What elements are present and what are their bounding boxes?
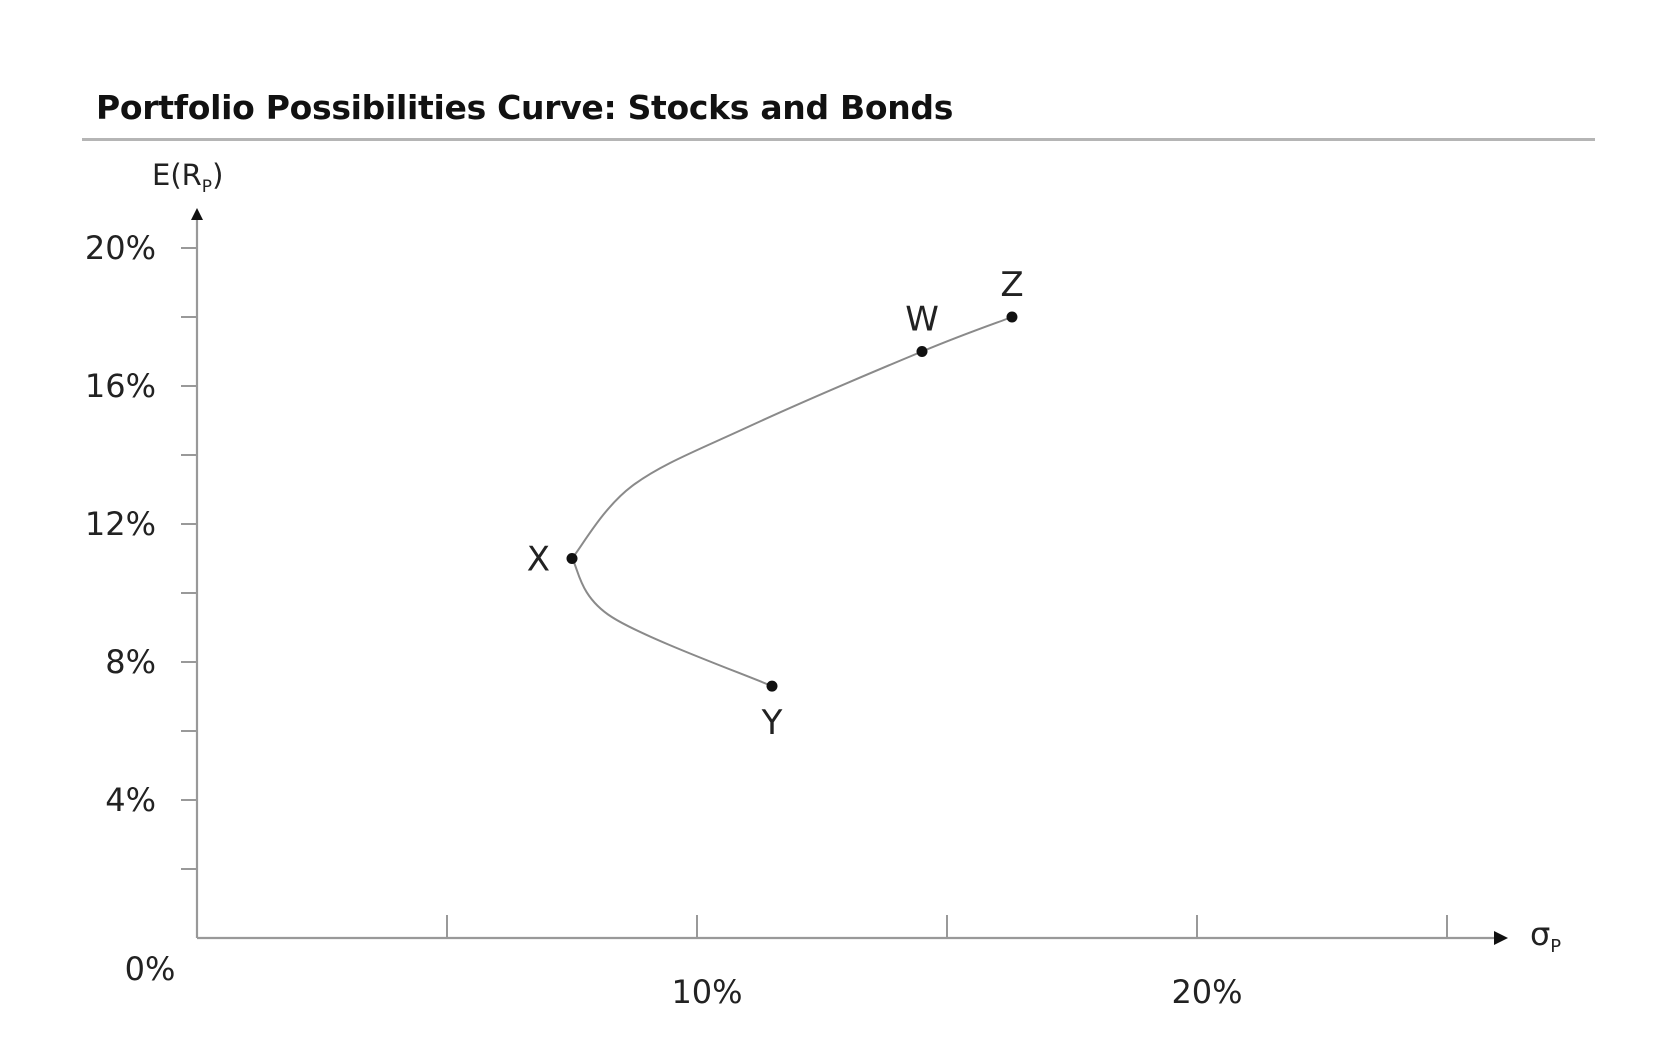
y-tick-label: 12% [85,505,156,543]
point-label-z: Z [1000,265,1023,305]
y-tick-label: 4% [105,781,156,819]
x-tick-labels: 10% 20% [671,973,1242,1011]
y-tick-label: 16% [85,367,156,405]
x-ticks [446,915,1448,938]
y-axis-arrow-icon [191,208,203,220]
point-label-w: W [905,300,939,340]
x-axis-label: σP [1530,915,1561,957]
point-y [766,680,778,692]
y-tick-label: 8% [105,643,156,681]
x-tick-label: 10% [671,973,742,1011]
point-z [1006,311,1018,323]
y-axis-label-close: ) [212,158,223,192]
y-ticks [181,247,197,870]
x-axis-arrow-icon [1494,931,1508,945]
point-x [566,553,578,564]
point-label-y: Y [761,703,783,743]
y-axis-label-subscript: P [202,177,212,197]
y-tick-label: 20% [85,229,156,267]
frontier-curve-upper [571,316,1013,560]
x-axis-label-subscript: P [1550,936,1561,957]
frontier-curve-lower [571,557,773,688]
y-tick-labels: 4% 8% 12% 16% 20% [85,229,156,819]
title-divider [82,138,1595,141]
x-axis-label-main: σ [1530,915,1550,953]
point-w [916,346,928,357]
point-label-x: X [527,540,550,580]
chart-title: Portfolio Possibilities Curve: Stocks an… [96,88,954,127]
portfolio-points: X Y W Z [527,265,1024,743]
y-axis-label-main: E(R [152,158,202,192]
x-tick-label: 20% [1171,973,1242,1011]
origin-label: 0% [125,950,176,988]
y-axis-label: E(RP) [152,158,223,197]
